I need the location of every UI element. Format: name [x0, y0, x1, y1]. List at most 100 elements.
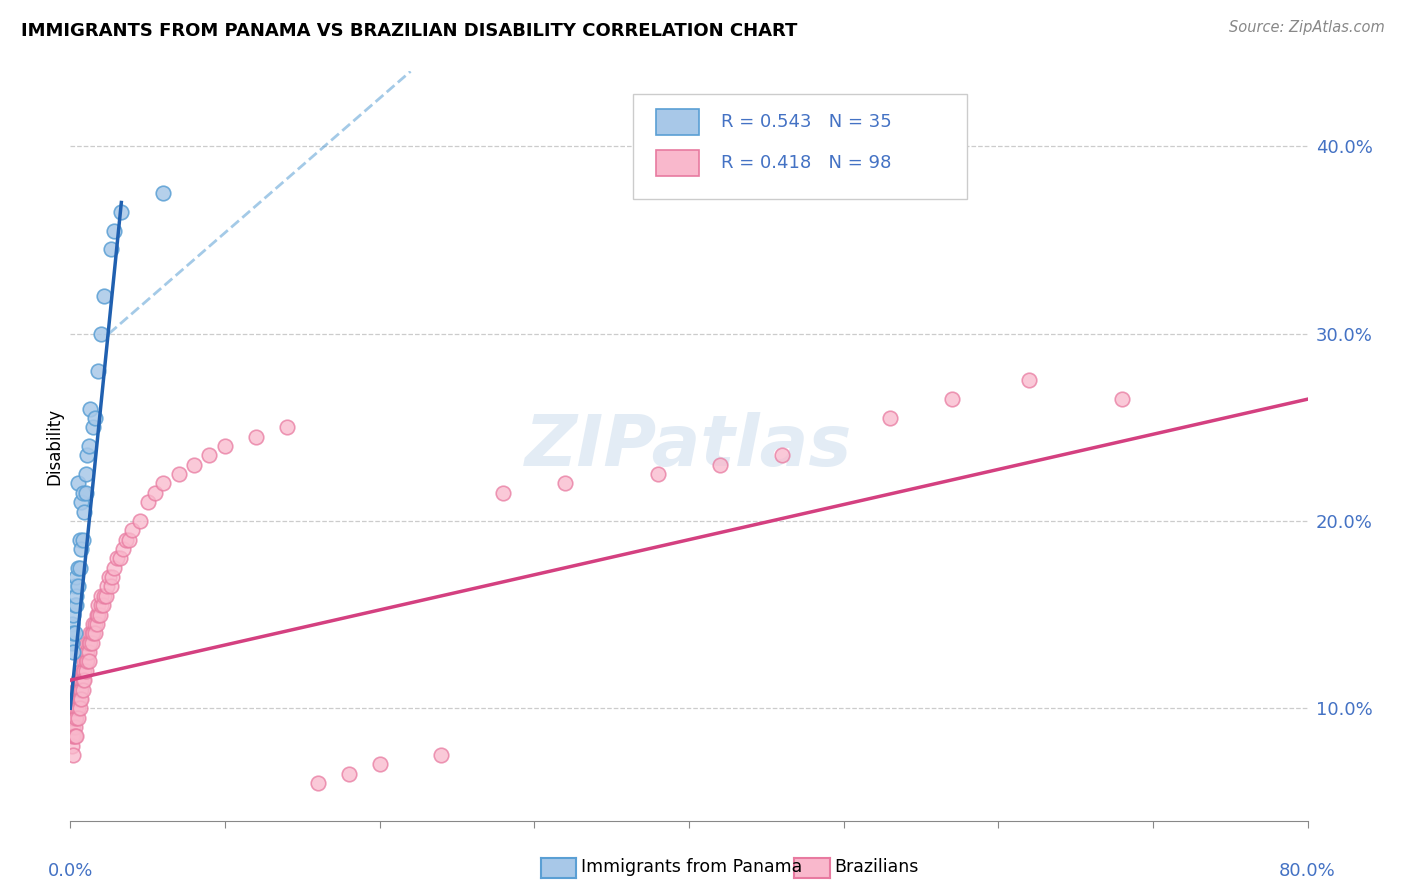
Point — [129, 514, 152, 528]
Point — [84, 411, 107, 425]
Point — [941, 392, 963, 407]
FancyBboxPatch shape — [655, 109, 699, 136]
Point — [77, 655, 100, 669]
Point — [198, 449, 221, 463]
Point — [84, 626, 107, 640]
Text: Immigrants from Panama: Immigrants from Panama — [581, 858, 801, 876]
Point — [368, 757, 391, 772]
Point — [65, 710, 87, 724]
Point — [77, 439, 100, 453]
Point — [73, 505, 96, 519]
FancyBboxPatch shape — [633, 94, 967, 199]
Point — [63, 701, 86, 715]
Point — [73, 664, 96, 678]
Point — [60, 730, 83, 744]
Text: R = 0.418   N = 98: R = 0.418 N = 98 — [721, 153, 891, 172]
Point — [72, 533, 94, 547]
Point — [73, 655, 96, 669]
Point — [118, 533, 141, 547]
Point — [62, 747, 84, 762]
Point — [62, 626, 84, 640]
Point — [90, 599, 112, 613]
Point — [82, 626, 105, 640]
Point — [67, 701, 90, 715]
Point — [63, 626, 86, 640]
Point — [101, 570, 124, 584]
Point — [94, 589, 117, 603]
Point — [62, 701, 84, 715]
Point — [63, 730, 86, 744]
Y-axis label: Disability: Disability — [45, 408, 63, 484]
Point — [62, 710, 84, 724]
Point — [65, 682, 87, 697]
Point — [1111, 392, 1133, 407]
Point — [1018, 374, 1040, 388]
Point — [69, 561, 91, 575]
Point — [72, 486, 94, 500]
Point — [75, 655, 97, 669]
Point — [79, 635, 101, 649]
Point — [79, 401, 101, 416]
Point — [67, 710, 90, 724]
Point — [62, 720, 84, 734]
Point — [115, 533, 138, 547]
Text: Source: ZipAtlas.com: Source: ZipAtlas.com — [1229, 20, 1385, 35]
Text: 0.0%: 0.0% — [48, 862, 93, 880]
Point — [167, 467, 190, 482]
Point — [554, 476, 576, 491]
Point — [90, 589, 112, 603]
Point — [93, 589, 115, 603]
Point — [77, 635, 100, 649]
Point — [76, 655, 98, 669]
Point — [63, 710, 86, 724]
Point — [65, 701, 87, 715]
Point — [245, 430, 267, 444]
Point — [75, 467, 97, 482]
Point — [70, 682, 93, 697]
Point — [93, 289, 115, 303]
Point — [67, 682, 90, 697]
Point — [69, 692, 91, 706]
Point — [89, 607, 111, 622]
Point — [69, 533, 91, 547]
Point — [100, 580, 122, 594]
Text: ZIPatlas: ZIPatlas — [526, 411, 852, 481]
Point — [100, 243, 122, 257]
Point — [76, 645, 98, 659]
Point — [108, 551, 131, 566]
Point — [60, 720, 83, 734]
Text: Brazilians: Brazilians — [834, 858, 918, 876]
Point — [87, 599, 110, 613]
Point — [276, 420, 298, 434]
Point — [79, 626, 101, 640]
Point — [72, 682, 94, 697]
Point — [67, 561, 90, 575]
Point — [65, 599, 87, 613]
Point — [72, 664, 94, 678]
Point — [69, 701, 91, 715]
Point — [60, 710, 83, 724]
Point — [87, 364, 110, 378]
Point — [67, 692, 90, 706]
Point — [145, 486, 166, 500]
Point — [98, 570, 120, 584]
Point — [337, 767, 360, 781]
Point — [63, 580, 86, 594]
Point — [63, 720, 86, 734]
Point — [152, 186, 174, 201]
Point — [80, 635, 103, 649]
Point — [136, 495, 159, 509]
Point — [86, 617, 108, 632]
Point — [103, 224, 125, 238]
Point — [111, 542, 134, 557]
Text: R = 0.543   N = 35: R = 0.543 N = 35 — [721, 113, 891, 131]
Point — [84, 617, 107, 632]
Point — [75, 664, 97, 678]
Point — [709, 458, 731, 472]
Point — [214, 439, 236, 453]
Point — [70, 495, 93, 509]
Point — [647, 467, 669, 482]
Point — [69, 682, 91, 697]
Point — [70, 664, 93, 678]
Text: 80.0%: 80.0% — [1279, 862, 1336, 880]
